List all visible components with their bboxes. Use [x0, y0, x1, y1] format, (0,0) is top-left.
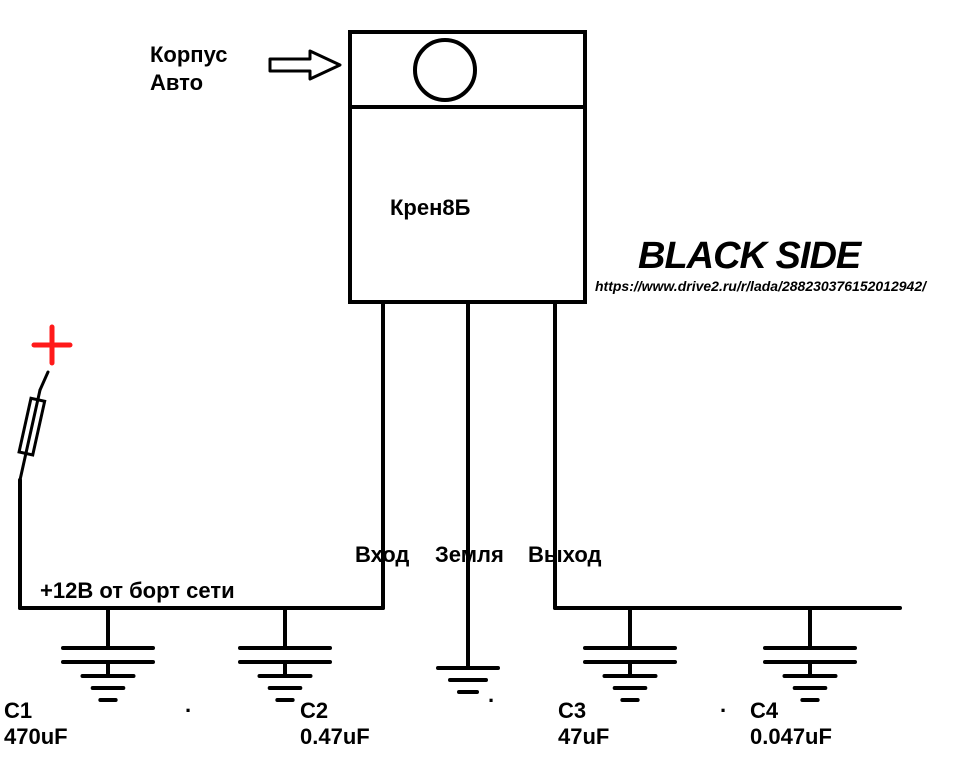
pin-in-label: Вход: [355, 542, 409, 568]
regulator-tab: [350, 32, 585, 107]
c1-val: 470uF: [4, 724, 68, 750]
c2-name: C2: [300, 698, 328, 724]
c3-val: 47uF: [558, 724, 609, 750]
pin-out-label: Выход: [528, 542, 601, 568]
dot-decor-3: .: [488, 682, 494, 708]
watermark-title: BLACK SIDE: [638, 235, 860, 278]
case-label-line1: Корпус: [150, 42, 228, 68]
c4-name: C4: [750, 698, 778, 724]
watermark-url: https://www.drive2.ru/r/lada/28823037615…: [595, 278, 926, 294]
regulator-hole: [415, 40, 475, 100]
arrow-icon: [270, 51, 340, 79]
wire-fuse-top-lead: [40, 372, 48, 390]
c2-val: 0.47uF: [300, 724, 370, 750]
case-label-line2: Авто: [150, 70, 203, 96]
c3-name: C3: [558, 698, 586, 724]
chip-label: Крен8Б: [390, 195, 470, 221]
plus12-label: +12В от борт сети: [40, 578, 235, 604]
c1-name: C1: [4, 698, 32, 724]
c4-val: 0.047uF: [750, 724, 832, 750]
pin-gnd-label: Земля: [435, 542, 504, 568]
dot-decor-2: .: [720, 692, 726, 718]
dot-decor-1: .: [185, 692, 191, 718]
